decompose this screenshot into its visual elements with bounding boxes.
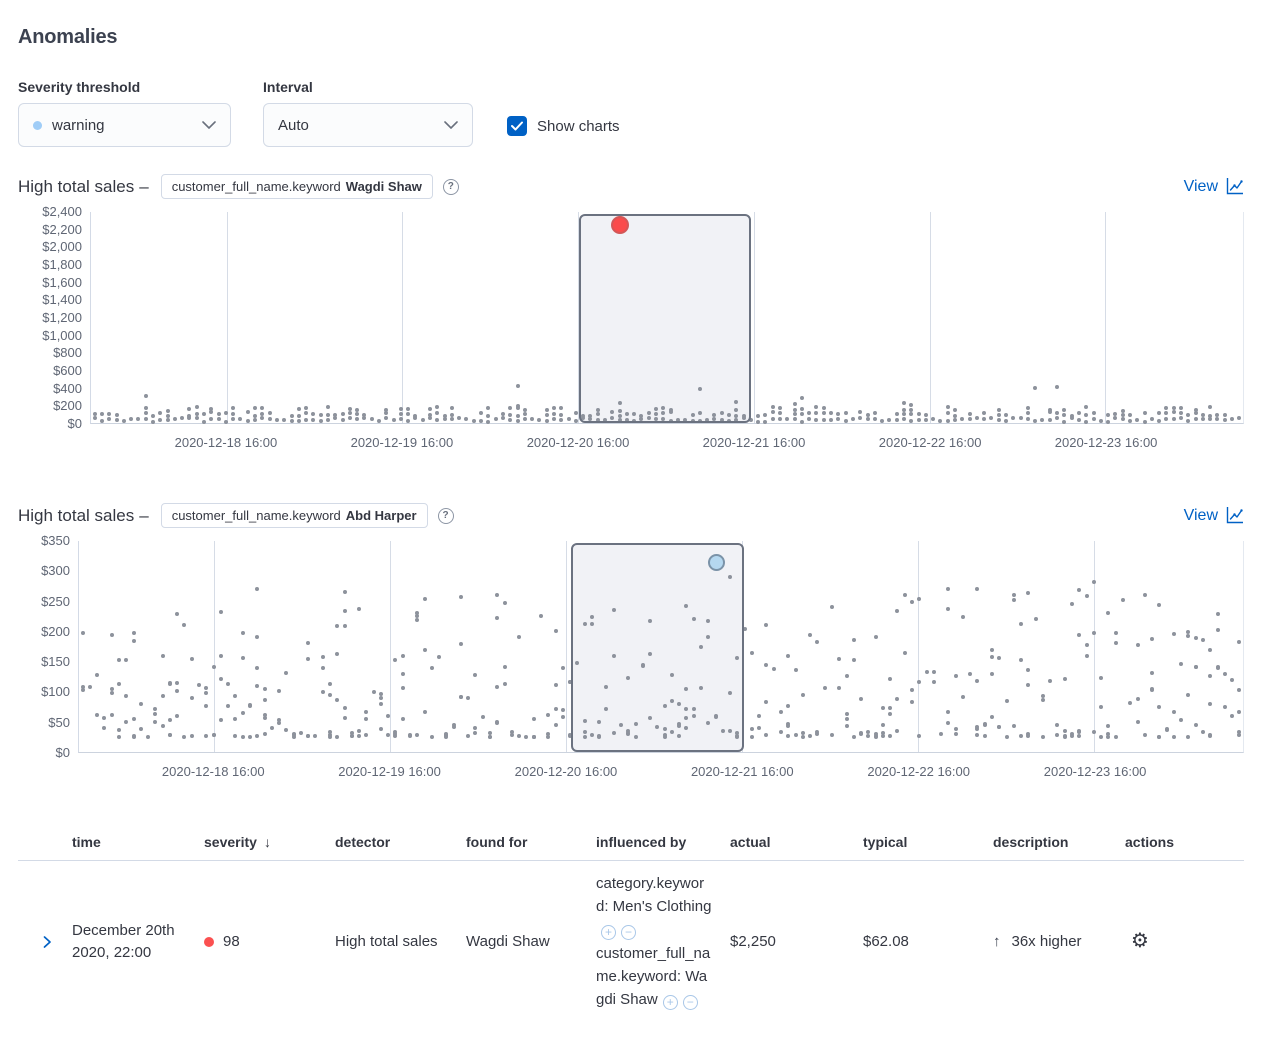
expand-row-button[interactable] — [40, 935, 54, 949]
entity-value: Abd Harper — [345, 508, 417, 523]
col-actions: actions — [1125, 834, 1175, 850]
entity-badge[interactable]: customer_full_name.keyword Abd Harper — [160, 503, 428, 528]
col-influenced-by[interactable]: influenced by — [596, 834, 687, 850]
severity-threshold-control: Severity threshold warning — [18, 79, 231, 147]
entity-badge[interactable]: customer_full_name.keyword Wagdi Shaw — [160, 174, 433, 199]
cell-detector: High total sales — [335, 932, 438, 950]
severity-score: 98 — [223, 932, 240, 950]
anomalies-table: time severity ↓ detector found for influe… — [18, 824, 1244, 1022]
chevron-down-icon — [202, 121, 216, 129]
severity-threshold-value: warning — [52, 116, 105, 134]
influencer-entry: category.keyword: Men's Clothing+ − — [596, 875, 712, 940]
anomaly-chart[interactable]: $0 $200 $400 $600 $800 $1,000 $1,200 $1,400 $1,6… — [18, 204, 1244, 457]
chart-plot-area[interactable] — [90, 212, 1244, 424]
filter-out-icon[interactable]: − — [682, 994, 698, 1010]
single-metric-viewer-icon — [1226, 178, 1243, 195]
table-header-row: time severity ↓ detector found for influe… — [18, 824, 1244, 861]
view-link[interactable]: View — [1184, 506, 1244, 525]
entity-field: customer_full_name.keyword — [171, 179, 341, 194]
filter-for-icon[interactable]: + — [662, 994, 678, 1010]
y-axis-labels: $0 $200 $400 $600 $800 $1,000 $1,200 $1,400 $1,6… — [42, 204, 82, 431]
severity-threshold-select[interactable]: warning — [18, 103, 231, 147]
chart-title: High total sales — [18, 176, 135, 196]
col-found-for[interactable]: found for — [466, 834, 528, 850]
col-expander — [18, 832, 64, 852]
help-icon[interactable]: ? — [437, 507, 454, 524]
single-metric-viewer-icon — [1226, 507, 1243, 524]
interval-value: Auto — [278, 116, 309, 134]
col-time[interactable]: time — [72, 834, 101, 850]
cell-severity: 98 — [196, 921, 327, 963]
sort-desc-icon: ↓ — [263, 834, 271, 850]
filter-for-icon[interactable]: + — [601, 924, 616, 940]
influencer-entry: customer_full_name.keyword: Wagdi Shaw + − — [596, 945, 711, 1010]
page-title: Anomalies — [18, 26, 118, 48]
chevron-right-icon — [43, 935, 51, 948]
col-actual[interactable]: actual — [730, 834, 771, 850]
interval-select[interactable]: Auto — [263, 103, 473, 147]
y-axis-labels: $0 $50 $100 $150 $200 $250 $300 $350 — [41, 533, 70, 760]
interval-control: Interval Auto — [263, 79, 473, 147]
col-detector[interactable]: detector — [335, 834, 391, 850]
anomaly-marker[interactable] — [708, 553, 726, 571]
col-description[interactable]: description — [993, 834, 1069, 850]
cell-time: December 20th 2020, 22:00 — [72, 921, 175, 961]
chart-title: High total sales — [18, 505, 135, 525]
anomaly-chart-section-wagdi-shaw: High total sales – customer_full_name.ke… — [18, 174, 1244, 457]
table-row: December 20th 2020, 22:00 98 High total … — [18, 861, 1244, 1022]
checkbox-checked-icon — [507, 116, 527, 136]
cell-actual: $2,250 — [730, 932, 776, 950]
cell-influenced-by: category.keyword: Men's Clothing+ − custo… — [588, 861, 722, 1022]
cell-found-for: Wagdi Shaw — [466, 932, 550, 950]
arrow-up-icon: ↑ — [993, 932, 1001, 950]
col-typical[interactable]: typical — [863, 834, 908, 850]
severity-threshold-label: Severity threshold — [18, 79, 141, 95]
anomalies-page: Anomalies Severity threshold warning Int… — [18, 26, 1244, 1022]
anomaly-chart-section-abd-harper: High total sales – customer_full_name.ke… — [18, 503, 1244, 786]
entity-value: Wagdi Shaw — [345, 179, 422, 194]
interval-label: Interval — [263, 79, 313, 95]
view-link[interactable]: View — [1184, 177, 1244, 196]
show-charts-checkbox[interactable]: Show charts — [507, 116, 620, 136]
critical-severity-dot-icon — [204, 936, 214, 947]
filter-out-icon[interactable]: − — [621, 924, 636, 940]
x-axis-labels: 2020-12-18 16:00 2020-12-19 16:00 2020-12-… — [161, 764, 1147, 779]
cell-description: ↑ 36x higher — [985, 921, 1117, 963]
controls-row: Severity threshold warning Interval Auto — [18, 79, 1244, 147]
chart-title-separator: – — [139, 176, 149, 196]
warning-severity-dot-icon — [33, 120, 42, 130]
col-severity[interactable]: severity ↓ — [204, 834, 271, 850]
show-charts-label: Show charts — [537, 117, 620, 135]
cell-typical: $62.08 — [863, 932, 909, 950]
chart-title-separator: – — [139, 505, 149, 525]
cell-actions: ⚙ — [1117, 920, 1244, 964]
help-icon[interactable]: ? — [442, 178, 459, 195]
entity-field: customer_full_name.keyword — [171, 508, 341, 523]
chart-plot-area[interactable] — [78, 541, 1244, 753]
anomaly-marker[interactable] — [610, 216, 629, 235]
x-axis-labels: 2020-12-18 16:00 2020-12-19 16:00 2020-12-… — [174, 435, 1158, 450]
anomaly-chart[interactable]: $0 $50 $100 $150 $200 $250 $300 $350 2020-12-18… — [18, 533, 1244, 786]
gear-icon[interactable]: ⚙ — [1125, 930, 1149, 950]
chevron-down-icon — [444, 121, 458, 129]
